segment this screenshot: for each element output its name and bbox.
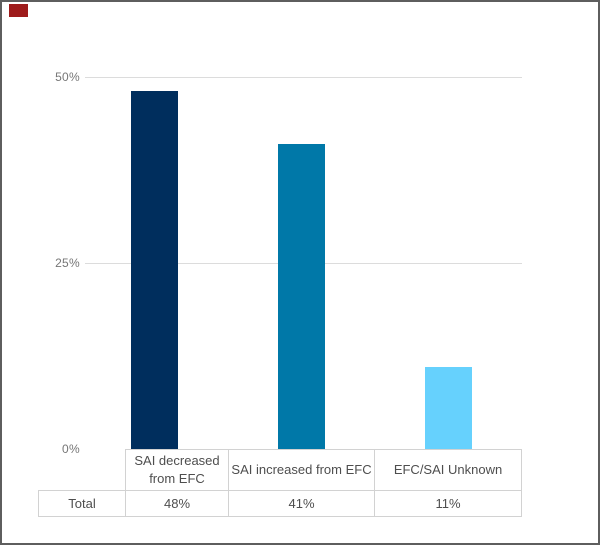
category-header-sai-decreased[interactable]: SAI decreased from EFC <box>125 449 228 491</box>
gridline-50 <box>85 76 522 78</box>
category-header-sai-increased[interactable]: SAI increased from EFC <box>228 449 374 491</box>
y-tick-label: 25% <box>55 255 80 270</box>
bar-efc-sai-unknown[interactable] <box>425 367 472 449</box>
red-marker <box>9 4 28 17</box>
y-tick-label: 0% <box>62 442 80 456</box>
total-value-sai-decreased[interactable]: 48% <box>125 490 228 517</box>
category-header-efc-sai-unknown[interactable]: EFC/SAI Unknown <box>374 449 522 491</box>
bar-sai-increased-from-efc[interactable] <box>278 143 325 449</box>
total-row-label: Total <box>38 490 125 517</box>
bar-sai-decreased-from-efc[interactable] <box>131 91 178 449</box>
total-value-sai-increased[interactable]: 41% <box>228 490 374 517</box>
y-tick-label: 50% <box>55 69 80 84</box>
total-value-efc-sai-unknown[interactable]: 11% <box>374 490 522 517</box>
